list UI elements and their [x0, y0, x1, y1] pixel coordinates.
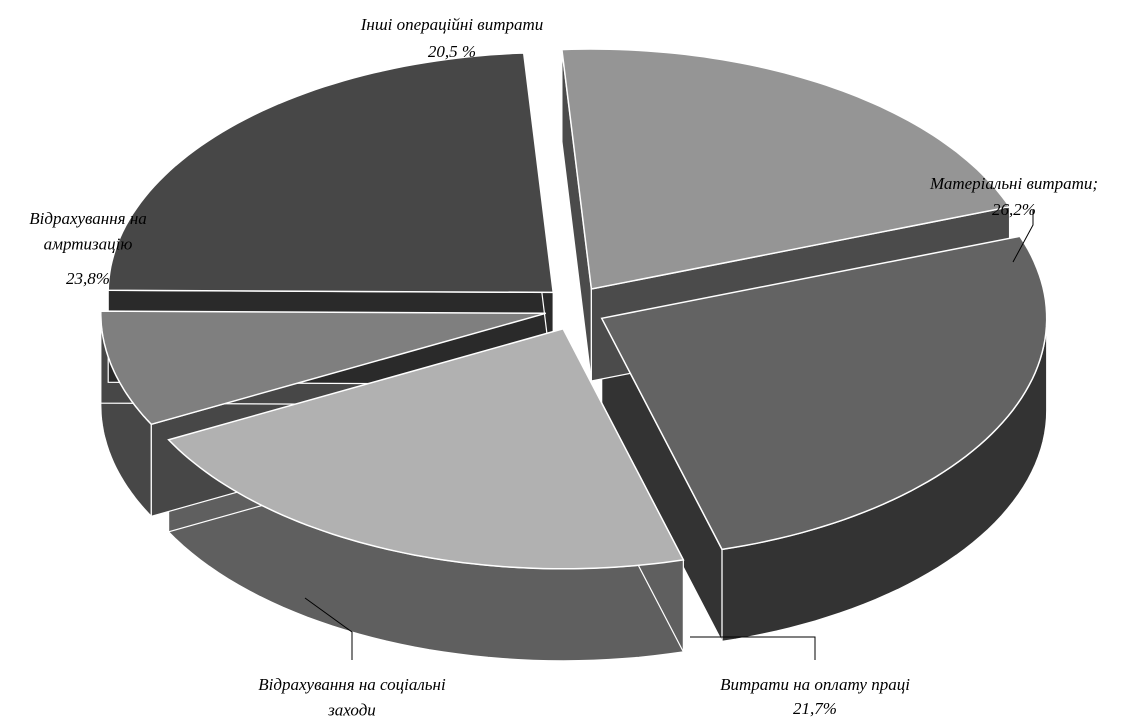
- slice-label-value: 20,5 %: [428, 42, 476, 61]
- slice-label-value: 21,7%: [793, 699, 837, 718]
- slice-inshi: [561, 48, 1011, 290]
- slice-label-value: 23,8%: [66, 269, 110, 288]
- label-materialni: Матеріальні витрати; 26,2%: [929, 174, 1098, 219]
- slice-label-value: 26,2%: [992, 200, 1036, 219]
- leader-lines: [304, 210, 1034, 660]
- slice-label-name: Відрахування на амртизацію: [29, 209, 147, 254]
- slice-label-name: Відрахування на соціальні заходи: [258, 675, 446, 718]
- slice-oplata: [167, 327, 685, 570]
- leader-oplata: [690, 636, 816, 660]
- slice-label-name: Матеріальні витрати;: [929, 174, 1098, 193]
- slice-label-name: Витрати на оплату праці: [720, 675, 910, 694]
- label-oplata: Витрати на оплату праці 21,7%: [720, 675, 910, 718]
- slice-amortyzatsiia: [107, 52, 555, 294]
- leader-sotsialni: [304, 597, 353, 660]
- label-amortyzatsiia: Відрахування на амртизацію 23,8%: [29, 209, 147, 288]
- slice-sotsialni: [100, 310, 547, 426]
- leader-materialni: [1012, 210, 1034, 263]
- slice-materialni: [600, 235, 1048, 551]
- slice-label-name: Інші операційні витрати: [360, 15, 544, 34]
- label-sotsialni: Відрахування на соціальні заходи: [258, 675, 446, 718]
- pie-top-layer: [100, 48, 1048, 570]
- label-inshi: Інші операційні витрати 20,5 %: [360, 15, 544, 61]
